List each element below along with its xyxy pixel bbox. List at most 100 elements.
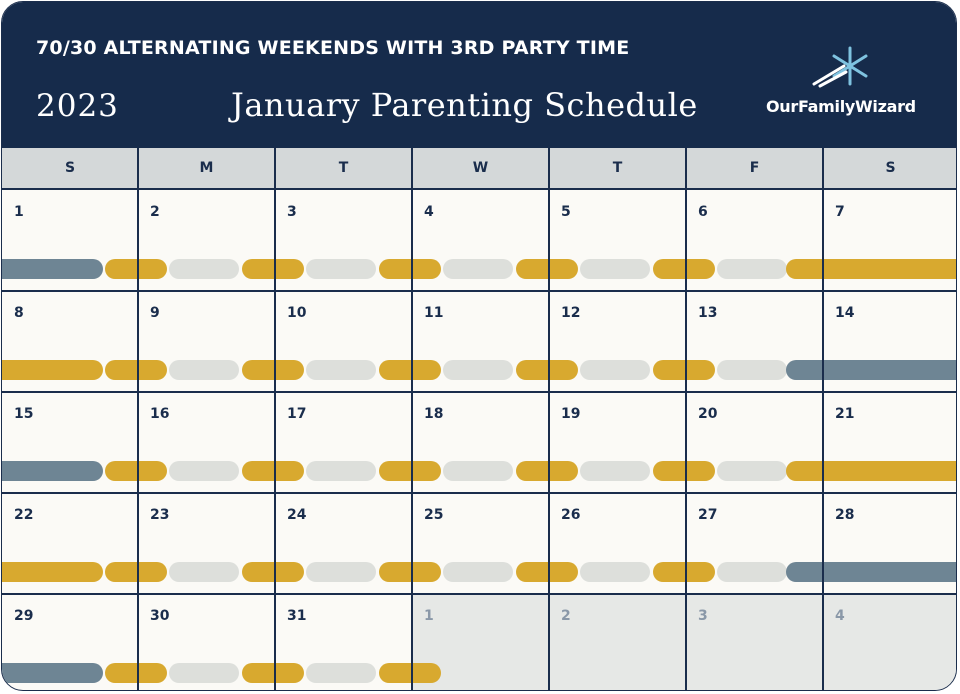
- column-divider: [274, 148, 276, 690]
- weekday-label: F: [749, 160, 760, 176]
- calendar-day[interactable]: 3: [275, 190, 412, 291]
- calendar-day[interactable]: 23: [138, 493, 275, 594]
- third-party-time-bar: [443, 360, 513, 380]
- third-party-time-bar: [169, 663, 239, 683]
- parent-b-time-bar: [2, 259, 103, 279]
- third-party-time-bar: [717, 461, 787, 481]
- weekday-label: S: [64, 160, 76, 176]
- calendar-day[interactable]: 16: [138, 392, 275, 493]
- parent-a-time-bar: [653, 259, 715, 279]
- parent-a-time-bar: [379, 259, 441, 279]
- day-number: 9: [150, 305, 160, 321]
- parent-a-time-bar: [516, 562, 578, 582]
- third-party-time-bar: [169, 360, 239, 380]
- day-number: 11: [424, 305, 444, 321]
- calendar-day[interactable]: 13: [686, 291, 823, 392]
- calendar-day[interactable]: 21: [823, 392, 956, 493]
- calendar-day-other-month[interactable]: 4: [823, 594, 956, 690]
- parent-a-time-bar: [105, 360, 167, 380]
- calendar-day[interactable]: 7: [823, 190, 956, 291]
- row-divider: [2, 391, 956, 393]
- day-number: 21: [835, 406, 855, 422]
- day-number: 22: [14, 507, 34, 523]
- weekday-label: S: [885, 160, 896, 176]
- calendar-day[interactable]: 1: [2, 190, 138, 291]
- calendar-day[interactable]: 31: [275, 594, 412, 690]
- third-party-time-bar: [717, 562, 787, 582]
- day-number: 28: [835, 507, 855, 523]
- calendar-day[interactable]: 28: [823, 493, 956, 594]
- parent-a-time-bar: [516, 259, 578, 279]
- day-number: 23: [150, 507, 170, 523]
- parent-a-time-bar: [379, 461, 441, 481]
- parent-a-time-bar: [379, 663, 441, 683]
- calendar-day[interactable]: 19: [549, 392, 686, 493]
- weekday-label: M: [199, 160, 214, 176]
- calendar-day-other-month[interactable]: 2: [549, 594, 686, 690]
- day-number: 3: [698, 608, 708, 624]
- calendar-day[interactable]: 25: [412, 493, 549, 594]
- calendar-day[interactable]: 24: [275, 493, 412, 594]
- row-divider: [2, 492, 956, 494]
- day-number: 10: [287, 305, 307, 321]
- page-title: January Parenting Schedule: [231, 86, 698, 124]
- calendar-day-other-month[interactable]: 3: [686, 594, 823, 690]
- weekday-label: T: [338, 160, 349, 176]
- parent-a-time-bar: [786, 461, 956, 481]
- day-number: 14: [835, 305, 855, 321]
- calendar-year: 2023: [36, 88, 119, 124]
- calendar-day[interactable]: 4: [412, 190, 549, 291]
- parent-a-time-bar: [105, 259, 167, 279]
- calendar-day[interactable]: 5: [549, 190, 686, 291]
- calendar-day[interactable]: 17: [275, 392, 412, 493]
- parent-a-time-bar: [653, 360, 715, 380]
- third-party-time-bar: [169, 461, 239, 481]
- parent-a-time-bar: [516, 360, 578, 380]
- parent-a-time-bar: [379, 360, 441, 380]
- day-number: 2: [150, 204, 160, 220]
- day-number: 17: [287, 406, 307, 422]
- weekday-label: W: [472, 160, 489, 176]
- third-party-time-bar: [443, 259, 513, 279]
- parent-a-time-bar: [379, 562, 441, 582]
- calendar-day[interactable]: 9: [138, 291, 275, 392]
- calendar-day[interactable]: 18: [412, 392, 549, 493]
- day-number: 8: [14, 305, 24, 321]
- calendar-day[interactable]: 27: [686, 493, 823, 594]
- calendar-day[interactable]: 29: [2, 594, 138, 690]
- calendar-day[interactable]: 30: [138, 594, 275, 690]
- day-number: 3: [287, 204, 297, 220]
- calendar-day[interactable]: 12: [549, 291, 686, 392]
- day-number: 15: [14, 406, 34, 422]
- third-party-time-bar: [443, 461, 513, 481]
- third-party-time-bar: [580, 562, 650, 582]
- calendar-day[interactable]: 2: [138, 190, 275, 291]
- parent-a-time-bar: [2, 360, 103, 380]
- calendar-day[interactable]: 11: [412, 291, 549, 392]
- column-divider: [822, 148, 824, 690]
- third-party-time-bar: [580, 360, 650, 380]
- calendar-day[interactable]: 10: [275, 291, 412, 392]
- parent-a-time-bar: [653, 562, 715, 582]
- calendar-day[interactable]: 20: [686, 392, 823, 493]
- third-party-time-bar: [717, 259, 787, 279]
- calendar-day[interactable]: 15: [2, 392, 138, 493]
- day-number: 2: [561, 608, 571, 624]
- calendar-day[interactable]: 22: [2, 493, 138, 594]
- day-number: 13: [698, 305, 718, 321]
- calendar-day[interactable]: 8: [2, 291, 138, 392]
- day-number: 6: [698, 204, 708, 220]
- calendar-day[interactable]: 26: [549, 493, 686, 594]
- day-number: 18: [424, 406, 444, 422]
- brand-name: OurFamilyWizard: [766, 97, 916, 116]
- parent-a-time-bar: [242, 562, 304, 582]
- third-party-time-bar: [169, 259, 239, 279]
- calendar-day[interactable]: 6: [686, 190, 823, 291]
- parent-a-time-bar: [242, 663, 304, 683]
- row-divider: [2, 593, 956, 595]
- calendar-day[interactable]: 14: [823, 291, 956, 392]
- day-number: 1: [424, 608, 434, 624]
- third-party-time-bar: [443, 562, 513, 582]
- parent-b-time-bar: [2, 663, 103, 683]
